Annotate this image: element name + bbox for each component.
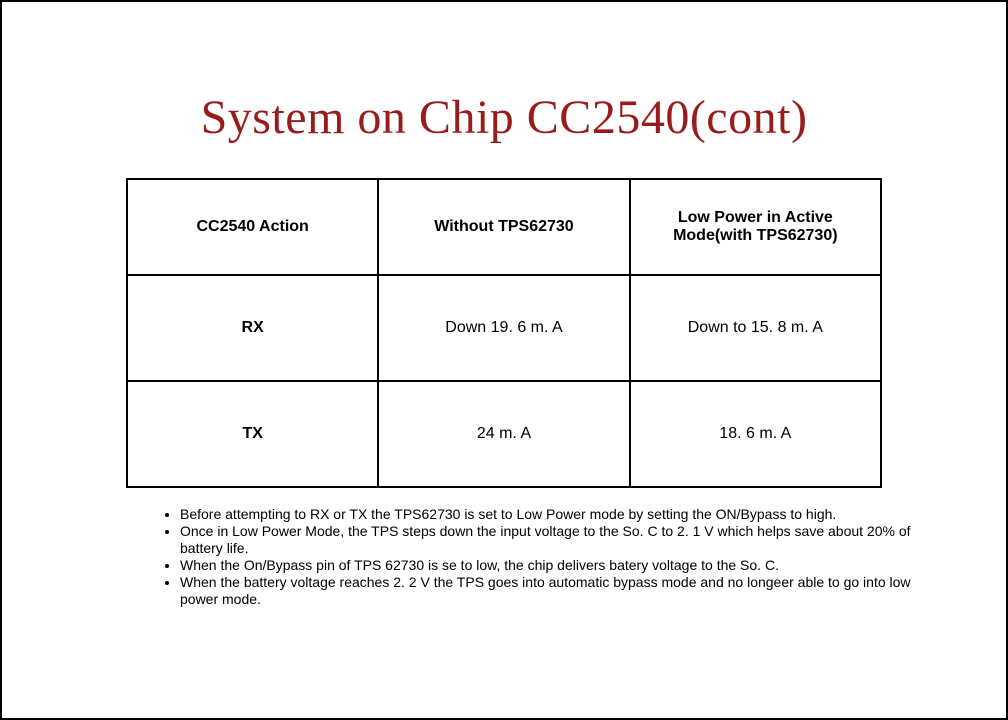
slide: System on Chip CC2540(cont) CC2540 Actio… [0,0,1008,720]
table-header-row: CC2540 Action Without TPS62730 Low Power… [127,179,881,275]
table-row: RX Down 19. 6 m. A Down to 15. 8 m. A [127,275,881,381]
power-table: CC2540 Action Without TPS62730 Low Power… [126,178,882,488]
bullet-item: Once in Low Power Mode, the TPS steps do… [180,523,952,557]
row-head-tx: TX [127,381,378,487]
row-head-rx: RX [127,275,378,381]
cell-tx-lowpower: 18. 6 m. A [630,381,881,487]
col-header-lowpower: Low Power in Active Mode(with TPS62730) [630,179,881,275]
slide-title: System on Chip CC2540(cont) [2,90,1006,145]
cell-tx-without: 24 m. A [378,381,629,487]
table-header: CC2540 Action Without TPS62730 Low Power… [127,179,881,275]
notes-bullets: Before attempting to RX or TX the TPS627… [162,506,952,608]
col-header-without: Without TPS62730 [378,179,629,275]
bullet-item: When the On/Bypass pin of TPS 62730 is s… [180,557,952,574]
table-body: RX Down 19. 6 m. A Down to 15. 8 m. A TX… [127,275,881,487]
table-row: TX 24 m. A 18. 6 m. A [127,381,881,487]
cell-rx-without: Down 19. 6 m. A [378,275,629,381]
col-header-action: CC2540 Action [127,179,378,275]
bullet-item: Before attempting to RX or TX the TPS627… [180,506,952,523]
bullet-item: When the battery voltage reaches 2. 2 V … [180,574,952,608]
cell-rx-lowpower: Down to 15. 8 m. A [630,275,881,381]
bullet-list: Before attempting to RX or TX the TPS627… [162,506,952,608]
